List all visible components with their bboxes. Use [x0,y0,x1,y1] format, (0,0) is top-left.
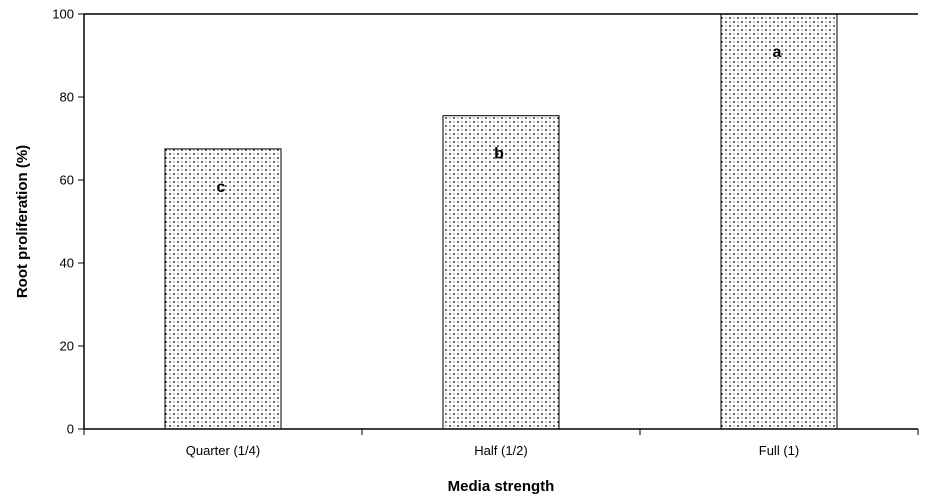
data-label-1: c [217,179,226,196]
bar-1 [164,148,282,430]
labels-layer: c Quarter (1/4) b Half (1/2) a Full (1) 0 20 40 6… [52,7,799,459]
y-tick-label-60: 60 [60,173,74,188]
x-tick-label-2: Half (1/2) [474,443,527,458]
y-tick-label-20: 20 [60,339,74,354]
x-tick-label-1: Quarter (1/4) [186,443,260,458]
axes-layer [78,13,919,435]
bar-3 [720,13,838,430]
bars-layer [164,13,838,430]
y-tick-label-80: 80 [60,90,74,105]
x-axis-title: Media strength [448,478,555,495]
data-label-2: b [494,146,504,163]
data-label-3: a [773,44,782,61]
y-tick-label-100: 100 [52,7,74,22]
y-tick-label-0: 0 [67,422,74,437]
y-axis-title: Root proliferation (%) [14,145,31,298]
y-tick-label-40: 40 [60,256,74,271]
x-tick-label-3: Full (1) [759,443,799,458]
bar-2 [442,115,560,430]
